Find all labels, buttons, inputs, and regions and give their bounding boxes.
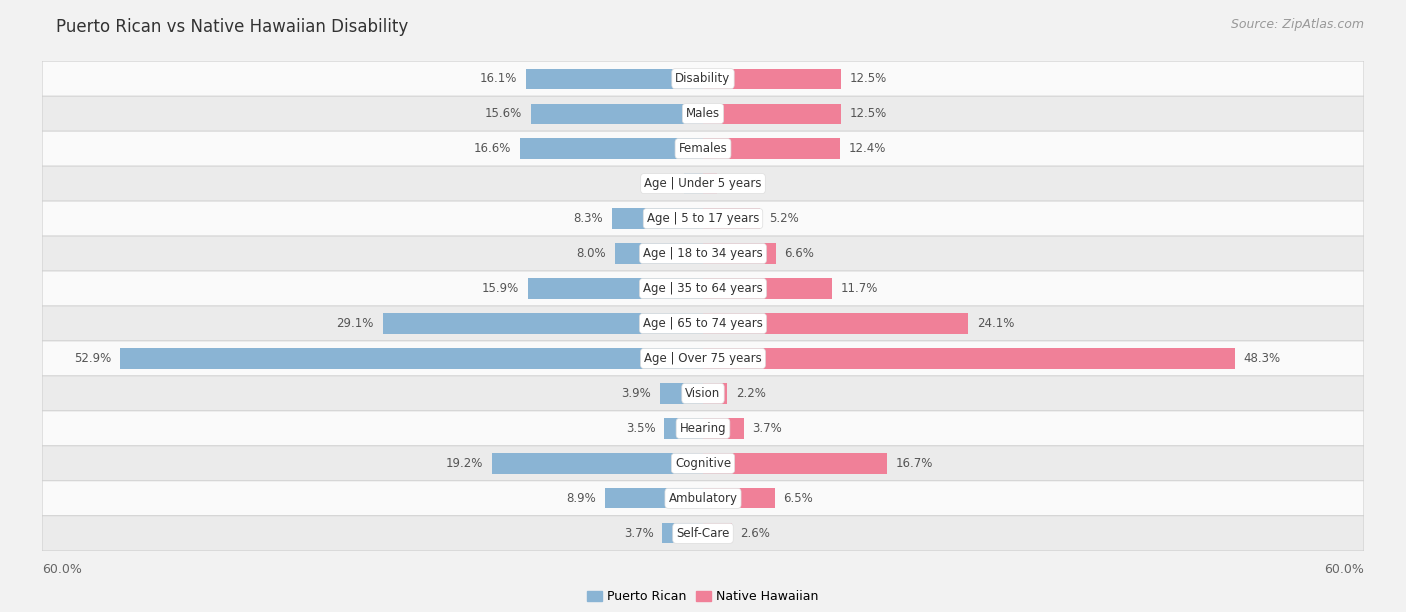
- Text: 16.1%: 16.1%: [479, 72, 517, 85]
- Text: 12.5%: 12.5%: [849, 72, 887, 85]
- Bar: [703, 173, 717, 194]
- Bar: [527, 278, 703, 299]
- Text: Age | Over 75 years: Age | Over 75 years: [644, 352, 762, 365]
- Text: 12.4%: 12.4%: [848, 142, 886, 155]
- Text: Self-Care: Self-Care: [676, 527, 730, 540]
- FancyBboxPatch shape: [42, 446, 1364, 481]
- Bar: [685, 173, 703, 194]
- Text: Ambulatory: Ambulatory: [668, 492, 738, 505]
- Text: Source: ZipAtlas.com: Source: ZipAtlas.com: [1230, 18, 1364, 31]
- Bar: [703, 244, 776, 264]
- Text: Females: Females: [679, 142, 727, 155]
- Bar: [703, 418, 744, 439]
- Bar: [703, 488, 775, 509]
- Bar: [526, 69, 703, 89]
- Text: 8.3%: 8.3%: [574, 212, 603, 225]
- Legend: Puerto Rican, Native Hawaiian: Puerto Rican, Native Hawaiian: [582, 585, 824, 608]
- Text: 1.7%: 1.7%: [645, 177, 675, 190]
- Bar: [703, 209, 761, 229]
- FancyBboxPatch shape: [42, 201, 1364, 236]
- Text: Age | 18 to 34 years: Age | 18 to 34 years: [643, 247, 763, 260]
- Text: 19.2%: 19.2%: [446, 457, 482, 470]
- Bar: [703, 138, 839, 159]
- Bar: [703, 278, 832, 299]
- Bar: [703, 313, 969, 334]
- Bar: [703, 103, 841, 124]
- Text: 48.3%: 48.3%: [1244, 352, 1281, 365]
- Bar: [659, 383, 703, 403]
- Bar: [492, 453, 703, 474]
- Bar: [703, 383, 727, 403]
- Text: 15.9%: 15.9%: [482, 282, 519, 295]
- Text: Disability: Disability: [675, 72, 731, 85]
- FancyBboxPatch shape: [42, 131, 1364, 166]
- Text: 16.7%: 16.7%: [896, 457, 934, 470]
- Text: 24.1%: 24.1%: [977, 317, 1015, 330]
- FancyBboxPatch shape: [42, 516, 1364, 551]
- Text: 16.6%: 16.6%: [474, 142, 512, 155]
- FancyBboxPatch shape: [42, 236, 1364, 271]
- Bar: [520, 138, 703, 159]
- Text: Puerto Rican vs Native Hawaiian Disability: Puerto Rican vs Native Hawaiian Disabili…: [56, 18, 409, 36]
- Text: 29.1%: 29.1%: [336, 317, 374, 330]
- Text: 8.0%: 8.0%: [576, 247, 606, 260]
- Text: 1.3%: 1.3%: [725, 177, 756, 190]
- Bar: [612, 209, 703, 229]
- Text: 60.0%: 60.0%: [42, 563, 82, 576]
- Text: Age | 35 to 64 years: Age | 35 to 64 years: [643, 282, 763, 295]
- FancyBboxPatch shape: [42, 166, 1364, 201]
- Text: 3.7%: 3.7%: [624, 527, 654, 540]
- Text: 2.2%: 2.2%: [737, 387, 766, 400]
- FancyBboxPatch shape: [42, 306, 1364, 341]
- Text: 6.6%: 6.6%: [785, 247, 814, 260]
- Bar: [703, 348, 1234, 368]
- Text: 3.7%: 3.7%: [752, 422, 782, 435]
- Text: 3.5%: 3.5%: [626, 422, 655, 435]
- Bar: [665, 418, 703, 439]
- Text: Vision: Vision: [685, 387, 721, 400]
- Bar: [703, 453, 887, 474]
- Bar: [703, 523, 731, 543]
- Bar: [531, 103, 703, 124]
- Bar: [662, 523, 703, 543]
- Bar: [703, 69, 841, 89]
- FancyBboxPatch shape: [42, 341, 1364, 376]
- Bar: [605, 488, 703, 509]
- Text: 11.7%: 11.7%: [841, 282, 877, 295]
- Text: Males: Males: [686, 107, 720, 120]
- Text: Cognitive: Cognitive: [675, 457, 731, 470]
- Text: Age | 65 to 74 years: Age | 65 to 74 years: [643, 317, 763, 330]
- Text: 15.6%: 15.6%: [485, 107, 523, 120]
- FancyBboxPatch shape: [42, 96, 1364, 131]
- Text: 12.5%: 12.5%: [849, 107, 887, 120]
- Text: 52.9%: 52.9%: [75, 352, 111, 365]
- Text: 2.6%: 2.6%: [741, 527, 770, 540]
- Text: Age | 5 to 17 years: Age | 5 to 17 years: [647, 212, 759, 225]
- Text: 8.9%: 8.9%: [567, 492, 596, 505]
- Bar: [121, 348, 703, 368]
- FancyBboxPatch shape: [42, 481, 1364, 516]
- FancyBboxPatch shape: [42, 61, 1364, 96]
- FancyBboxPatch shape: [42, 271, 1364, 306]
- Text: 5.2%: 5.2%: [769, 212, 799, 225]
- Bar: [382, 313, 703, 334]
- Text: Age | Under 5 years: Age | Under 5 years: [644, 177, 762, 190]
- Text: 60.0%: 60.0%: [1324, 563, 1364, 576]
- Bar: [614, 244, 703, 264]
- FancyBboxPatch shape: [42, 376, 1364, 411]
- FancyBboxPatch shape: [42, 411, 1364, 446]
- Text: Hearing: Hearing: [679, 422, 727, 435]
- Text: 3.9%: 3.9%: [621, 387, 651, 400]
- Text: 6.5%: 6.5%: [783, 492, 813, 505]
